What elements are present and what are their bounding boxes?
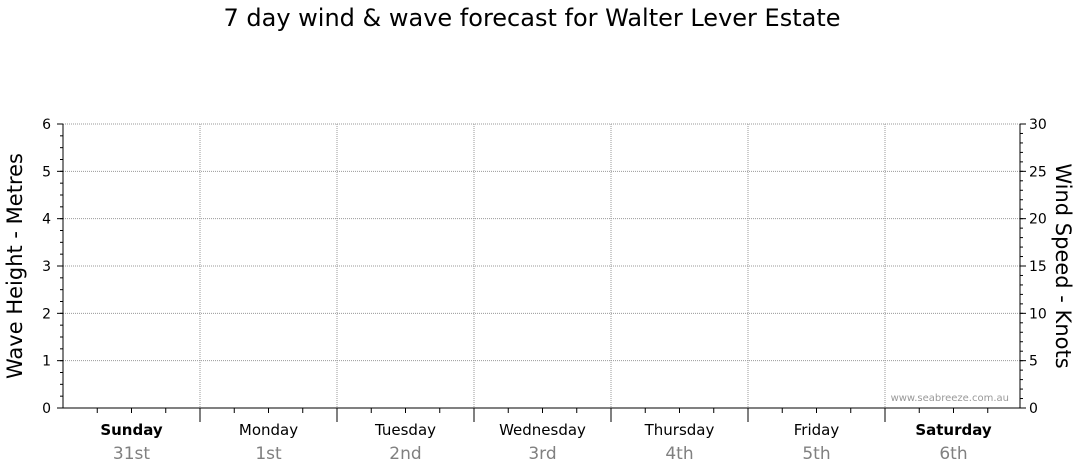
x-day-date-label: 2nd: [389, 444, 421, 464]
x-day-date-label: 4th: [665, 444, 693, 464]
y-left-tick-label: 2: [42, 306, 51, 322]
y-right-tick-label: 10: [1029, 306, 1047, 322]
y-right-tick-label: 5: [1029, 354, 1038, 370]
axes: [57, 123, 1026, 422]
y-left-tick-label: 3: [42, 259, 51, 275]
x-day-name-label: Monday: [239, 421, 298, 439]
x-day-date-label: 1st: [255, 444, 282, 464]
y-left-tick-label: 1: [42, 354, 51, 370]
x-day-date-label: 6th: [939, 444, 967, 464]
y-right-tick-label: 15: [1029, 259, 1047, 275]
x-day-date-label: 3rd: [528, 444, 556, 464]
y-right-tick-label: 0: [1029, 401, 1038, 417]
y-left-tick-label: 5: [42, 164, 51, 180]
watermark: www.seabreeze.com.au: [891, 393, 1009, 404]
y-right-tick-label: 25: [1029, 164, 1047, 180]
y-left-tick-label: 4: [42, 212, 51, 228]
x-day-name-label: Sunday: [100, 421, 163, 439]
x-day-name-label: Friday: [794, 421, 840, 439]
x-day-date-label: 5th: [802, 444, 830, 464]
x-day-date-label: 31st: [113, 444, 150, 464]
y-right-tick-label: 30: [1029, 117, 1047, 133]
y-left-tick-label: 0: [42, 401, 51, 417]
chart-title: 7 day wind & wave forecast for Walter Le…: [223, 4, 841, 32]
y-right-tick-label: 20: [1029, 212, 1047, 228]
x-day-name-label: Thursday: [644, 421, 715, 439]
grid: [63, 123, 1020, 408]
tick-labels: 0 1 2 3 4 5 6 0 5 10 15 20 25 30 Sunday 31st Monday 1st Tu…: [42, 117, 1047, 464]
y-left-tick-label: 6: [42, 117, 51, 133]
x-day-name-label: Tuesday: [374, 421, 436, 439]
x-day-name-label: Wednesday: [499, 421, 586, 439]
x-day-name-label: Saturday: [915, 421, 992, 439]
